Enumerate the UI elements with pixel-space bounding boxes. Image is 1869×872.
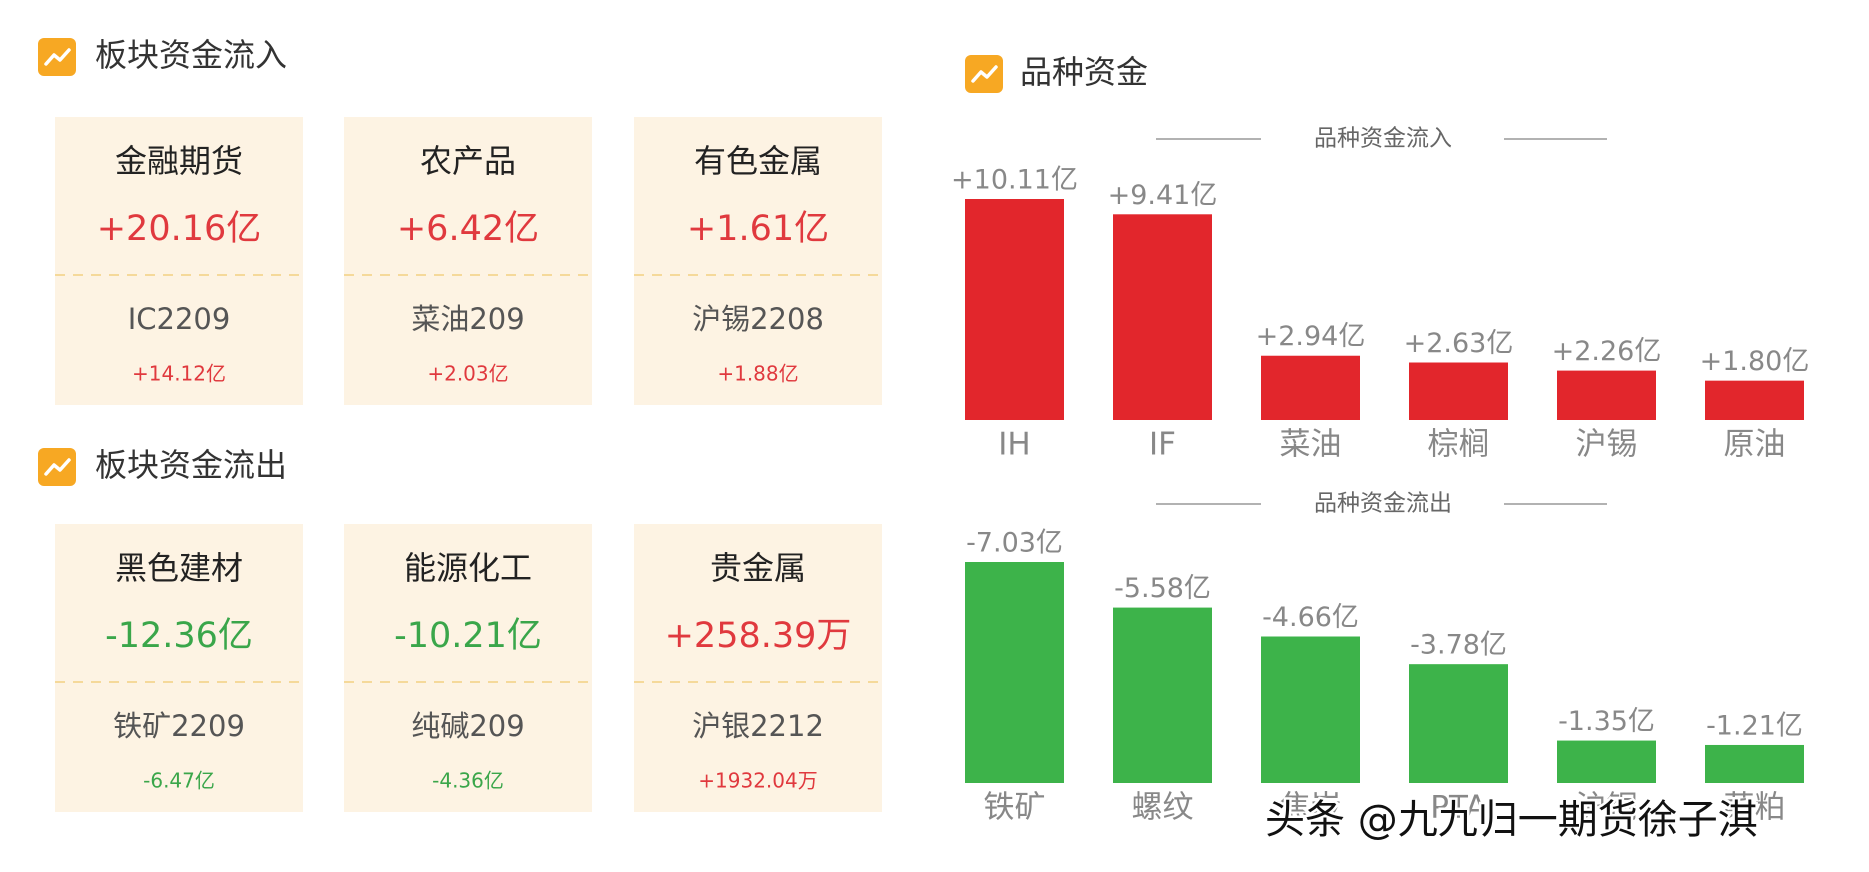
- bar: [1409, 664, 1508, 783]
- x-tick-label: IF: [1149, 427, 1176, 463]
- section-title: 板块资金流出: [95, 446, 287, 484]
- bar-value-label: -7.03亿: [966, 528, 1063, 559]
- x-tick-label: IH: [998, 427, 1030, 463]
- card-contract-amount: +1932.04万: [698, 769, 817, 793]
- card-contract: 铁矿2209: [113, 709, 245, 743]
- bar-value-label: +9.41亿: [1108, 180, 1218, 211]
- icon-glyph: [971, 65, 998, 83]
- x-tick-label: 原油: [1724, 427, 1786, 463]
- card-amount: -12.36亿: [105, 616, 253, 656]
- card-contract-amount: +1.88亿: [717, 362, 798, 386]
- bar-value-label: +2.94亿: [1256, 321, 1366, 352]
- bar: [1557, 370, 1656, 420]
- bar-value-label: +2.26亿: [1552, 336, 1662, 367]
- x-tick-label: 沪锡: [1576, 427, 1638, 463]
- bar: [1261, 355, 1360, 420]
- card-contract: IC2209: [128, 302, 231, 336]
- bar-value-label: -5.58亿: [1114, 573, 1211, 604]
- card-amount: +6.42亿: [397, 209, 539, 249]
- card-contract: 纯碱209: [411, 709, 524, 743]
- card: [55, 117, 303, 405]
- card-contract-amount: +14.12亿: [132, 362, 226, 386]
- x-tick-label: 螺纹: [1132, 790, 1194, 826]
- card-contract: 沪银2212: [692, 709, 824, 743]
- icon-glyph: [44, 458, 71, 476]
- bar-value-label: -1.21亿: [1706, 710, 1803, 741]
- card: [634, 117, 882, 405]
- bar: [1113, 214, 1212, 420]
- card-contract-amount: -4.36亿: [432, 769, 504, 793]
- card-amount: -10.21亿: [394, 616, 542, 656]
- card-name: 贵金属: [710, 549, 806, 587]
- bar: [1409, 362, 1508, 420]
- bar-value-label: +1.80亿: [1700, 346, 1810, 377]
- bar-value-label: +10.11亿: [951, 165, 1078, 196]
- card: [344, 117, 592, 405]
- card: [634, 524, 882, 812]
- card-amount: +258.39万: [665, 616, 852, 656]
- bar: [1113, 607, 1212, 783]
- bar-value-label: -1.35亿: [1558, 706, 1655, 737]
- card-contract-amount: +2.03亿: [427, 362, 508, 386]
- chart-title: 品种资金流入: [1314, 126, 1452, 152]
- bar: [965, 562, 1064, 783]
- card: [344, 524, 592, 812]
- card-contract: 菜油209: [411, 302, 524, 336]
- card-amount: +1.61亿: [687, 209, 829, 249]
- bar-value-label: -4.66亿: [1262, 602, 1359, 633]
- section-title: 板块资金流入: [95, 36, 287, 74]
- icon-glyph: [44, 48, 71, 66]
- chart-section-title: 品种资金: [1020, 53, 1148, 91]
- x-tick-label: 沪铜: [1576, 790, 1638, 826]
- section-icon: [965, 55, 1003, 93]
- x-tick-label: 铁矿: [984, 790, 1046, 826]
- x-tick-label: 焦炭: [1280, 790, 1342, 826]
- card-name: 能源化工: [404, 549, 532, 587]
- x-tick-label: 菜油: [1280, 427, 1342, 463]
- watermark: 头条 @九九归一期货徐子淇: [1265, 797, 1758, 843]
- bar: [1705, 744, 1804, 783]
- chart-title: 品种资金流出: [1314, 491, 1452, 517]
- section-icon: [38, 448, 76, 486]
- card: [55, 524, 303, 812]
- bar: [965, 199, 1064, 420]
- card-name: 有色金属: [694, 142, 822, 180]
- bar: [1261, 636, 1360, 783]
- card-amount: +20.16亿: [97, 209, 262, 249]
- x-tick-label: 菜粕: [1724, 790, 1786, 826]
- x-tick-label: 棕榈: [1428, 427, 1490, 463]
- card-contract: 沪锡2208: [692, 302, 824, 336]
- card-name: 金融期货: [115, 142, 243, 180]
- card-name: 黑色建材: [115, 549, 243, 587]
- card-contract-amount: -6.47亿: [143, 769, 215, 793]
- card-name: 农产品: [420, 142, 516, 180]
- bar: [1557, 740, 1656, 783]
- bar-value-label: +2.63亿: [1404, 328, 1514, 359]
- bar: [1705, 380, 1804, 420]
- x-tick-label: PTA: [1430, 790, 1486, 826]
- section-icon: [38, 38, 76, 76]
- bar-value-label: -3.78亿: [1410, 630, 1507, 661]
